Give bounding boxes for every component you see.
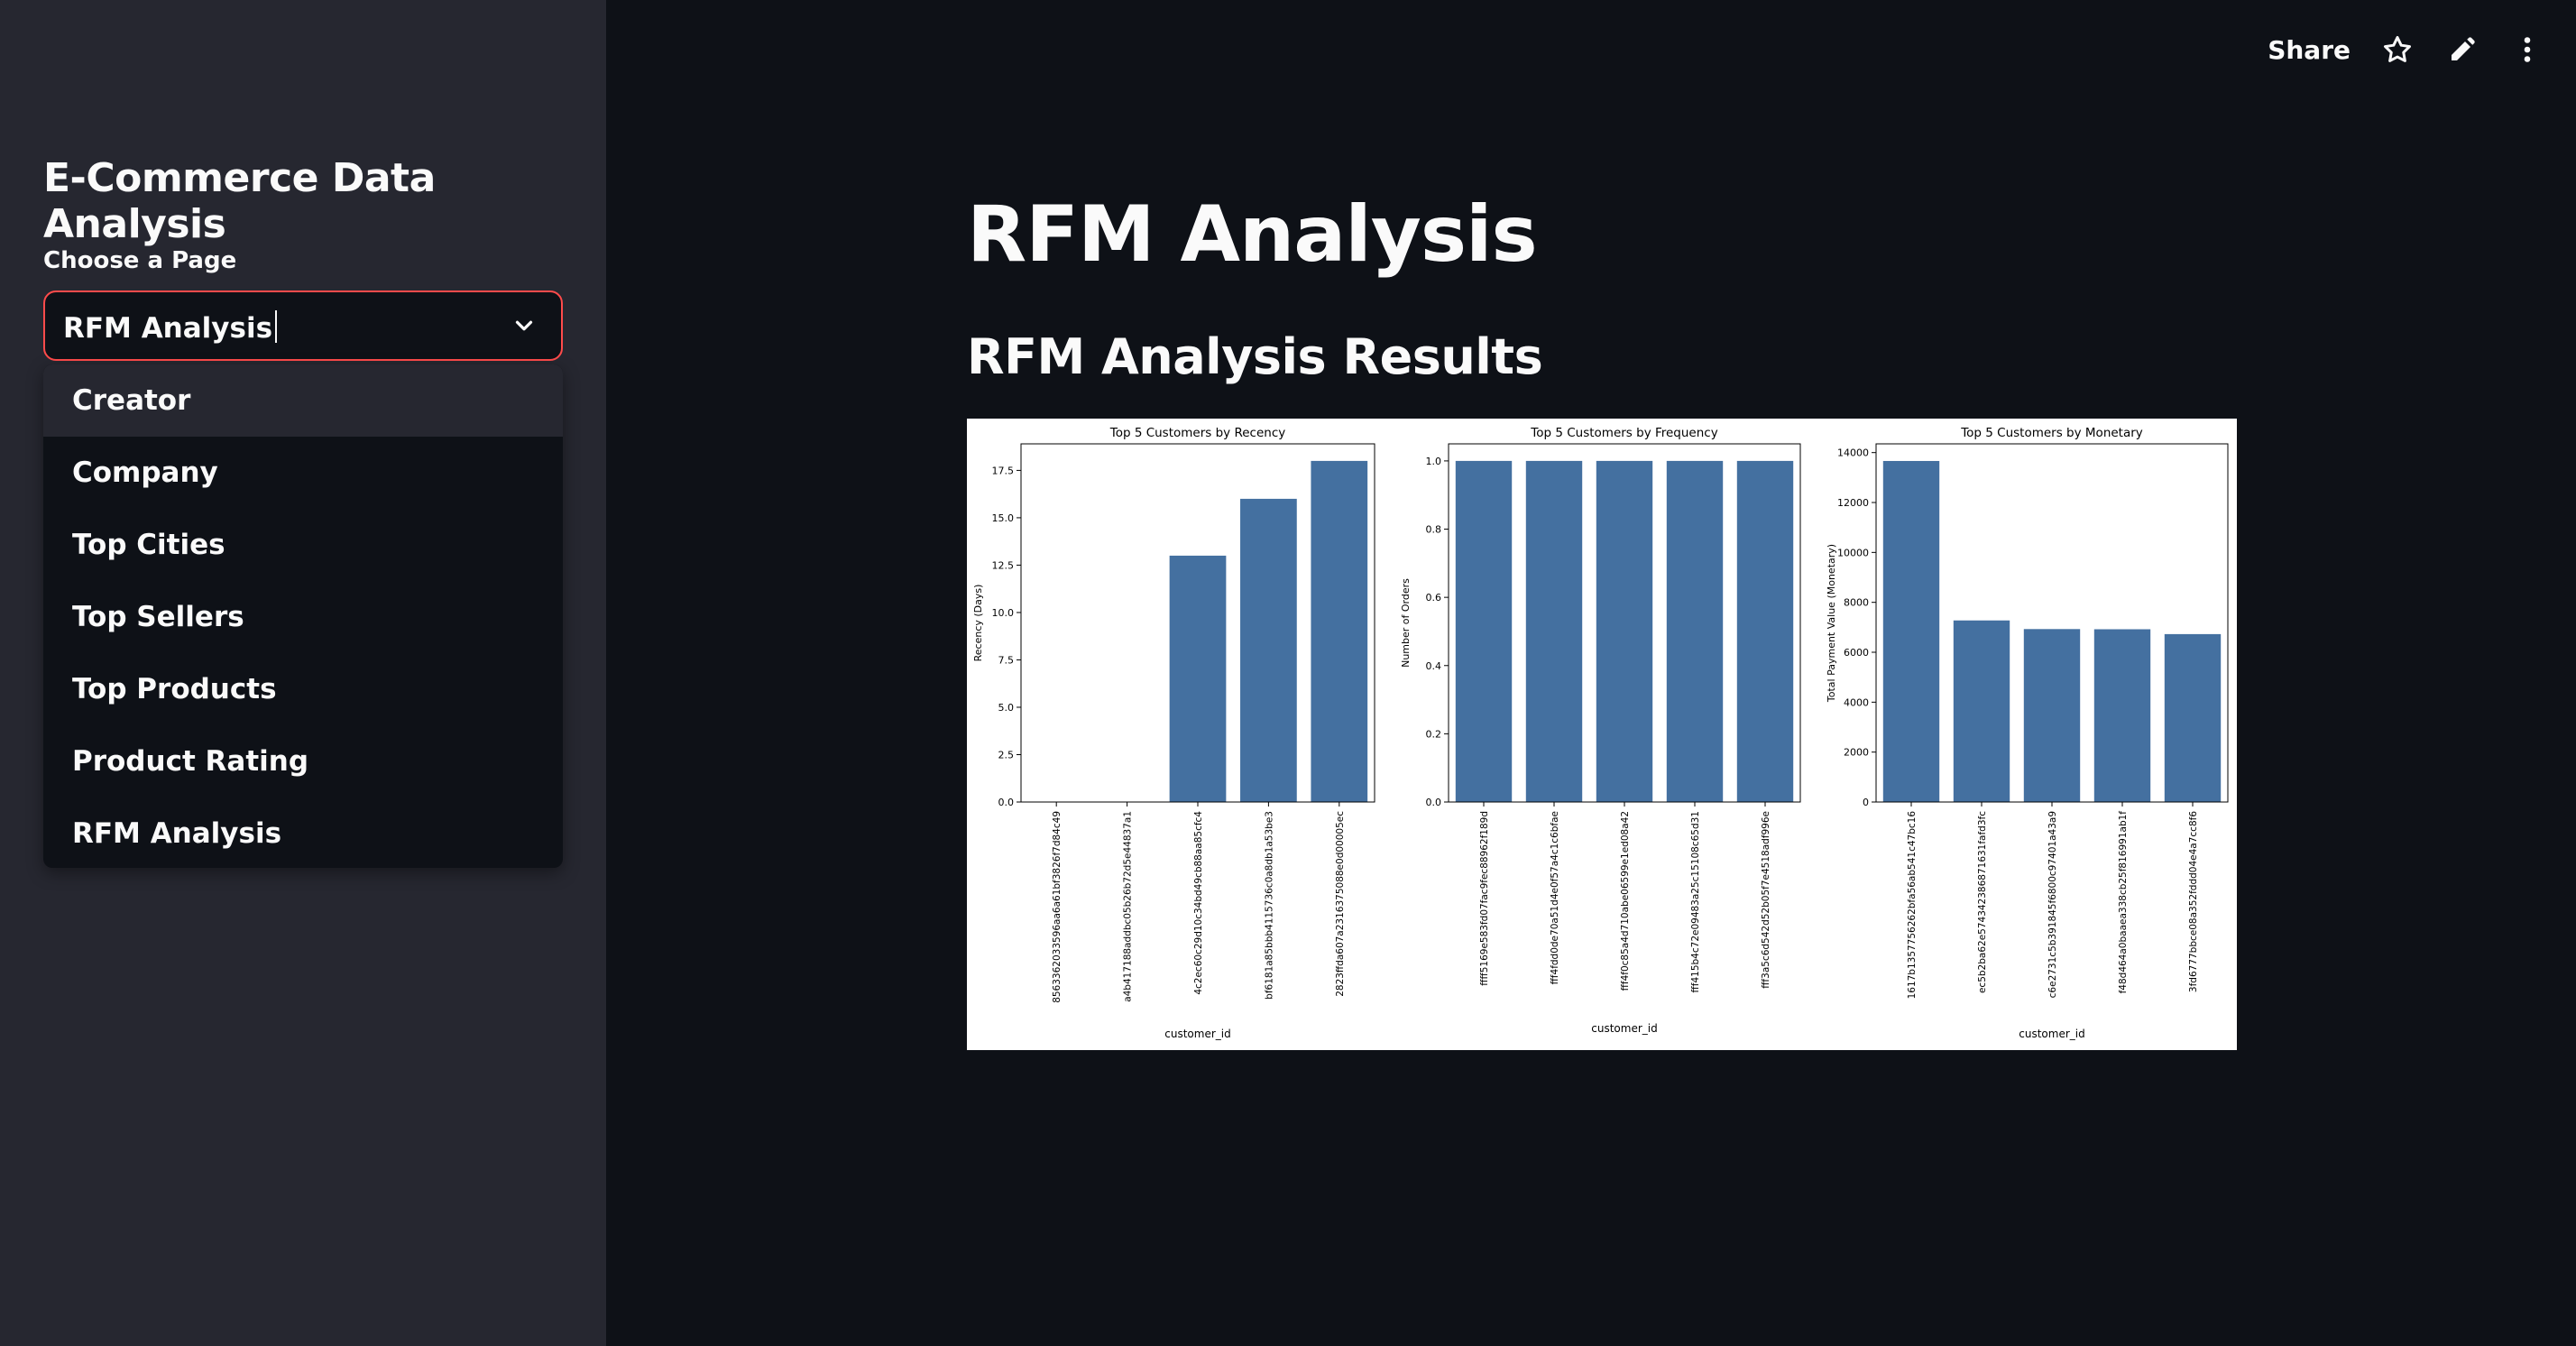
bar-2-4 bbox=[1666, 460, 1724, 802]
ytick-label: 10.0 bbox=[992, 607, 1015, 619]
option-top-cities[interactable]: Top Cities bbox=[72, 529, 225, 561]
ytick-label: 12.5 bbox=[992, 559, 1015, 571]
ytick-label: 1.0 bbox=[1426, 456, 1442, 467]
bar-3-5 bbox=[2164, 633, 2222, 802]
bar-1-5 bbox=[1311, 460, 1368, 802]
ytick-label: 14000 bbox=[1837, 447, 1869, 459]
ytick-label: 15.0 bbox=[992, 512, 1015, 524]
more-vertical-icon[interactable] bbox=[2511, 33, 2544, 66]
option-creator[interactable]: Creator bbox=[43, 364, 563, 437]
xtick-label: 4c2ec60c29d10c34bd49cb88aa85cfc4 bbox=[1193, 811, 1204, 995]
xtick-label: a4b417188addbc05b26b72d5e44837a1 bbox=[1123, 811, 1134, 1002]
xtick-label: ffff5169e583fd07fac9fec88962f189d bbox=[1479, 811, 1490, 986]
ytick-label: 8000 bbox=[1844, 597, 1869, 609]
chevron-down-icon[interactable] bbox=[511, 312, 538, 339]
ytick-label: 17.5 bbox=[992, 465, 1015, 476]
star-icon[interactable] bbox=[2381, 33, 2414, 66]
ytick-label: 0.2 bbox=[1426, 728, 1442, 740]
bar-3-4 bbox=[2093, 629, 2151, 802]
y-axis-label-1: Recency (Days) bbox=[972, 585, 984, 662]
ytick-label: 7.5 bbox=[998, 654, 1015, 666]
ytick-label: 0.4 bbox=[1426, 660, 1442, 672]
sidebar-title: E-Commerce Data Analysis bbox=[43, 155, 436, 247]
bar-3-2 bbox=[1953, 620, 2010, 802]
page-select-dropdown: Creator Company Top Cities Top Sellers T… bbox=[43, 364, 563, 868]
share-button[interactable]: Share bbox=[2268, 34, 2351, 65]
chart-title-1: Top 5 Customers by Recency bbox=[1109, 426, 1285, 440]
xtick-label: ec5b2ba62e574342386871631fafd3fc bbox=[1977, 811, 1988, 993]
xtick-label: fff4fdd0de70a51d4e0f57a4c1c6bfae bbox=[1550, 811, 1560, 984]
xtick-label: bf6181a85bbb4115736c0a8db1a53be3 bbox=[1264, 811, 1274, 1000]
page-select-value[interactable]: RFM Analysis bbox=[63, 310, 278, 345]
y-axis-label-3: Total Payment Value (Monetary) bbox=[1826, 544, 1837, 703]
x-axis-label-2: customer_id bbox=[1591, 1022, 1657, 1035]
y-axis-label-2: Number of Orders bbox=[1400, 578, 1412, 668]
bar-2-2 bbox=[1525, 460, 1583, 802]
bar-1-4 bbox=[1240, 498, 1297, 802]
bar-1-3 bbox=[1169, 555, 1227, 802]
option-product-rating[interactable]: Product Rating bbox=[72, 745, 309, 778]
xtick-label: 2823ffda607a2316375088e0d00005ec bbox=[1335, 811, 1346, 997]
xtick-label: 3fd6777bbce08a352fddd04e4a7cc8f6 bbox=[2188, 811, 2199, 992]
ytick-label: 2.5 bbox=[998, 749, 1015, 761]
ytick-label: 10000 bbox=[1837, 547, 1869, 558]
rfm-chart-figure: 0.0 2.5 5.0 7.5 10.0 12.5 15.0 17.5 856336203359… bbox=[967, 419, 2237, 1050]
bar-2-5 bbox=[1736, 460, 1794, 802]
ytick-label: 0.0 bbox=[998, 797, 1015, 808]
ytick-label: 0.0 bbox=[1426, 797, 1442, 808]
page-title: RFM Analysis bbox=[967, 189, 1538, 280]
xtick-label: fff415b4c72e09483a25c15108c65d31 bbox=[1690, 811, 1701, 992]
ytick-label: 5.0 bbox=[998, 702, 1015, 714]
ytick-label: 0.8 bbox=[1426, 524, 1442, 536]
ytick-label: 0.6 bbox=[1426, 592, 1442, 604]
ytick-label: 0 bbox=[1863, 797, 1869, 808]
bar-2-3 bbox=[1596, 460, 1653, 802]
section-subtitle: RFM Analysis Results bbox=[967, 328, 1543, 385]
edit-icon[interactable] bbox=[2446, 33, 2479, 66]
page-select-label: Choose a Page bbox=[43, 247, 237, 274]
sidebar: E-Commerce Data Analysis Choose a Page R… bbox=[0, 0, 606, 1346]
option-company[interactable]: Company bbox=[72, 456, 218, 489]
xtick-label: f48d464a0baaea338cb25f816991ab1f bbox=[2118, 811, 2129, 994]
chart-title-2: Top 5 Customers by Frequency bbox=[1530, 426, 1717, 440]
ytick-label: 4000 bbox=[1844, 696, 1869, 708]
page-select[interactable]: RFM Analysis bbox=[43, 290, 563, 361]
bar-3-1 bbox=[1882, 460, 1940, 802]
toolbar: Share bbox=[2268, 0, 2576, 99]
xtick-label: fff4f0c85a4d710abe06599e1ed08a42 bbox=[1620, 811, 1631, 991]
x-axis-label-1: customer_id bbox=[1164, 1028, 1230, 1040]
bar-3-3 bbox=[2023, 629, 2081, 802]
option-top-products[interactable]: Top Products bbox=[72, 673, 277, 705]
ytick-label: 2000 bbox=[1844, 747, 1869, 759]
ytick-label: 6000 bbox=[1844, 647, 1869, 659]
xtick-label: fff3a5c6d542d52b05f7e4518adf996e bbox=[1761, 811, 1771, 989]
x-axis-label-3: customer_id bbox=[2019, 1028, 2084, 1040]
xtick-label: c6e2731c5b391845f6800c97401a43a9 bbox=[2047, 811, 2058, 998]
chart-title-3: Top 5 Customers by Monetary bbox=[1960, 426, 2143, 440]
rfm-charts-svg: 0.0 2.5 5.0 7.5 10.0 12.5 15.0 17.5 856336203359… bbox=[972, 426, 2229, 1040]
ytick-label: 12000 bbox=[1837, 497, 1869, 509]
option-rfm-analysis[interactable]: RFM Analysis bbox=[72, 817, 282, 850]
bar-2-1 bbox=[1455, 460, 1513, 802]
xtick-label: 1617b1357756262bfa56ab541c47bc16 bbox=[1907, 811, 1918, 1000]
xtick-label: 8563362033596aa6a61bf3826f7d84c49 bbox=[1052, 811, 1063, 1003]
option-top-sellers[interactable]: Top Sellers bbox=[72, 601, 244, 633]
